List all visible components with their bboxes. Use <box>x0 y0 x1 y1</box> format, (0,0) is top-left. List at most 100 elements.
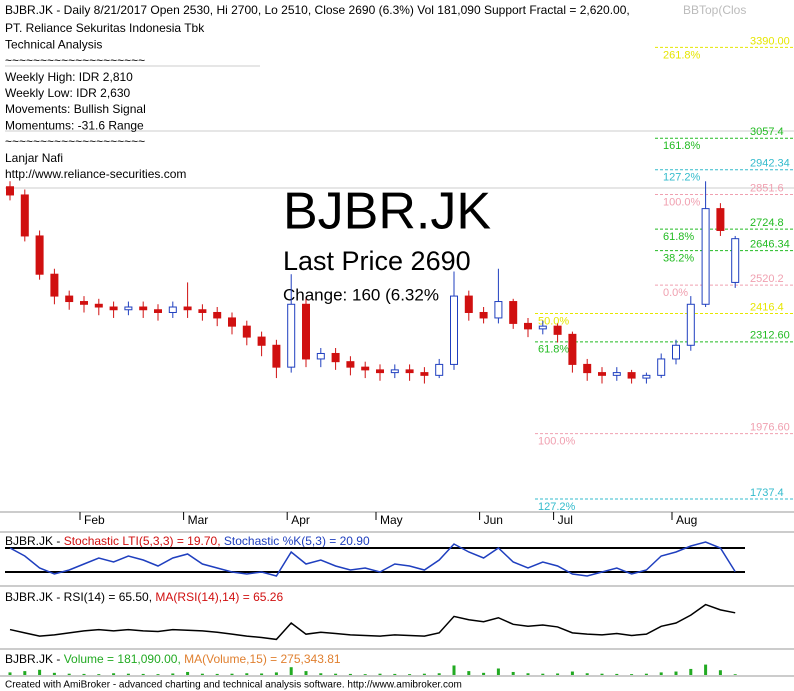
fib-value: 3390.00 <box>750 35 790 47</box>
candle-body <box>464 295 473 313</box>
fib-value: 2520.2 <box>750 273 784 285</box>
volume-bar <box>674 671 678 675</box>
candle-body <box>376 369 384 374</box>
panel-title: BJBR.JK - RSI(14) = 65.50, MA(RSI(14),14… <box>5 590 283 604</box>
volume-bar <box>97 674 101 675</box>
volume-bar <box>186 671 190 675</box>
fib-pct: 161.8% <box>663 140 701 152</box>
volume-bar <box>378 673 382 675</box>
volume-bar <box>245 673 249 675</box>
candle-body <box>198 309 207 313</box>
volume-bar <box>67 673 71 675</box>
volume-bar <box>156 674 160 675</box>
x-tick-label: Jul <box>558 513 573 527</box>
x-tick-label: Jun <box>484 513 503 527</box>
volume-bar <box>274 672 278 675</box>
candle-body <box>316 352 325 360</box>
panel-title: BJBR.JK - Volume = 181,090.00, MA(Volume… <box>5 652 341 666</box>
x-tick-label: Apr <box>291 513 310 527</box>
candle-body <box>583 363 592 374</box>
volume-bar <box>348 673 352 675</box>
volume-bar <box>363 674 367 675</box>
volume-bar <box>319 673 323 675</box>
volume-bar <box>644 673 648 675</box>
candle-body <box>405 369 414 374</box>
info-line: Lanjar Nafi <box>5 151 63 165</box>
volume-bar <box>126 673 130 675</box>
fib-value: 2724.8 <box>750 217 784 229</box>
fib-value: 2416.4 <box>750 301 784 313</box>
x-tick-label: Feb <box>84 513 105 527</box>
panel-frame <box>0 65 794 677</box>
volume-bar <box>230 673 234 675</box>
volume-bar <box>615 673 619 675</box>
volume-bar <box>23 671 27 675</box>
candle-body <box>361 366 370 371</box>
candle-body <box>346 361 355 368</box>
fib-value: 2646.34 <box>750 239 790 251</box>
candle-body <box>287 303 296 368</box>
candle-body <box>716 208 725 231</box>
volume-bar <box>585 673 589 675</box>
candle-body <box>109 306 118 311</box>
fib-pct: 100.0% <box>663 196 701 208</box>
candle-body <box>568 333 577 365</box>
info-line: Weekly Low: IDR 2,630 <box>5 86 130 100</box>
panel-title-part: Volume = 181,090.00, <box>64 652 184 666</box>
candle-body <box>302 303 310 360</box>
volume-bar <box>467 671 471 675</box>
volume-bar <box>112 673 116 675</box>
volume-bar <box>334 673 338 675</box>
candle-body <box>598 372 606 376</box>
panel-title-part: BJBR.JK - RSI(14) = 65.50, <box>5 590 155 604</box>
volume-bar <box>482 672 486 675</box>
candle-body <box>538 325 547 330</box>
fib-pct: 127.2% <box>538 501 576 513</box>
volume-bar <box>511 671 515 675</box>
info-line: Weekly High: IDR 2,810 <box>5 70 133 84</box>
candle-body <box>6 186 14 196</box>
volume-bar <box>141 673 145 675</box>
footer: Created with AmiBroker - advanced charti… <box>5 680 462 691</box>
volume-bar <box>689 668 693 675</box>
volume-bar <box>496 668 500 675</box>
volume-bar <box>393 673 397 675</box>
candle-body <box>450 295 458 365</box>
last-price: Last Price 2690 <box>283 246 471 276</box>
info-line: Technical Analysis <box>5 37 102 51</box>
fib-value: 1737.4 <box>750 487 784 499</box>
fib-pct: 127.2% <box>663 172 701 184</box>
candle-body <box>627 372 636 379</box>
candle-body <box>479 311 488 319</box>
info-line: ~~~~~~~~~~~~~~~~~~~~ <box>5 135 145 149</box>
volume-bar <box>8 672 12 675</box>
candle-body <box>139 306 148 311</box>
fib-pct: 100.0% <box>538 436 576 448</box>
candle-body <box>50 273 59 297</box>
candle-body <box>553 325 562 335</box>
volume-bar <box>437 673 441 675</box>
volume-bar <box>38 669 42 675</box>
volume-bar <box>289 667 293 675</box>
panel-title-part: BJBR.JK - <box>5 652 64 666</box>
fib-pct: 61.8% <box>663 231 694 243</box>
candle-body <box>168 306 177 313</box>
volume-bar <box>704 664 708 675</box>
fib-value: 2942.34 <box>750 158 790 170</box>
x-tick-label: Aug <box>676 513 697 527</box>
fib-pct: 0.0% <box>663 287 688 299</box>
candle-body <box>686 303 695 346</box>
volume-bar <box>556 673 560 675</box>
volume-bar <box>452 665 456 675</box>
candle-body <box>509 301 518 324</box>
candle-body <box>390 369 399 374</box>
x-tick-label: Mar <box>188 513 209 527</box>
panel-line <box>9 603 736 641</box>
change: Change: 160 (6.32% <box>283 285 439 304</box>
info-line: ~~~~~~~~~~~~~~~~~~~~ <box>5 54 145 68</box>
panel-title-part: MA(Volume,15) = 275,343.81 <box>184 652 341 666</box>
volume-bar <box>733 674 737 675</box>
candle-body <box>435 363 444 376</box>
volume-bar <box>171 673 175 675</box>
candle-body <box>731 238 740 283</box>
